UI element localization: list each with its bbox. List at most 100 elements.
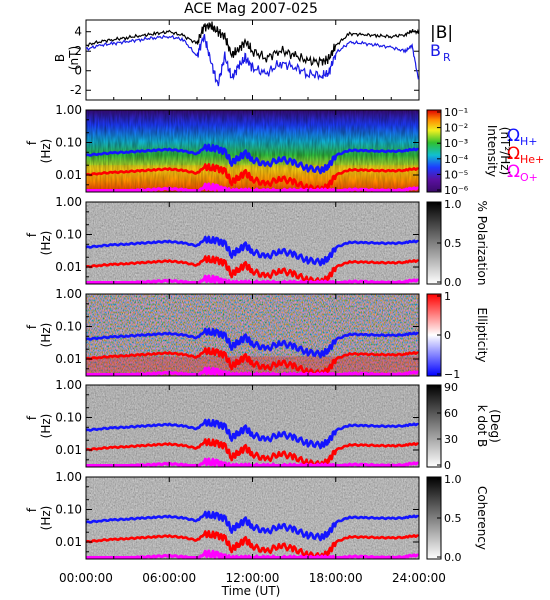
- omega-o-plus-line: [85, 549, 420, 559]
- colorbar-tick-label: 30: [444, 433, 458, 446]
- omega-h-plus-line: [85, 510, 420, 542]
- legend-omega-h-subscript: H+: [520, 135, 538, 148]
- legend-omega-h: Ω: [507, 126, 520, 146]
- colorbar-label: Ellipticity: [475, 308, 489, 363]
- panel-power-spectrum: 1.00 0.10 0.01 f (Hz) 10⁻¹ 10⁻² 10⁻³ 10⁻⁴ 10⁻⁵ 10⁻…: [25, 103, 512, 197]
- omega-o-plus-line: [85, 182, 420, 192]
- y-tick-label: 1.00: [55, 103, 82, 117]
- colorbar-label: Intensity: [485, 125, 499, 177]
- omega-h-plus-line: [85, 235, 420, 267]
- panel-ellipticity: 1.00 0.10 0.01 f (Hz) 1 0 −1 Ellipticity: [25, 287, 489, 381]
- colorbar-tick-label: 0.0: [444, 551, 462, 564]
- colorbar-tick-label: 10⁻²: [444, 122, 468, 135]
- omega-o-plus-line: [85, 457, 420, 467]
- legend-omega-he: Ω: [507, 144, 520, 164]
- colorbar-tick-label: 1.0: [444, 473, 462, 486]
- omega-o-plus-line: [85, 366, 420, 376]
- y-axis-unit: (Hz): [39, 139, 53, 164]
- colorbar-tick-label: 10⁻⁴: [444, 153, 469, 166]
- y-tick-label: 1.00: [55, 378, 82, 392]
- colorbar-tick-label: 10⁻³: [444, 137, 468, 150]
- y-axis-label: f: [25, 232, 39, 237]
- panel-magnetic-field: -2 0 2 4 B (nT): [53, 19, 420, 101]
- colorbar-tick-label: 1: [444, 290, 451, 303]
- colorbar-label: k dot B: [475, 405, 489, 447]
- y-tick-label: 0.10: [55, 228, 82, 242]
- y-tick-label: 1.00: [55, 470, 82, 484]
- colorbar-tick-label: 10⁻⁶: [444, 184, 469, 197]
- b-total-line: [85, 21, 419, 69]
- colorbar-tick-label: 0: [444, 459, 451, 472]
- colorbar-tick-label: 10⁻¹: [444, 106, 468, 119]
- x-tick-label: 12:00:00: [226, 571, 280, 585]
- legend-b-r: B: [430, 41, 441, 60]
- y-axis-unit: (Hz): [39, 506, 53, 531]
- omega-h-plus-line: [85, 327, 420, 359]
- y-axis-label: f: [25, 140, 39, 145]
- y-tick-label: 0.01: [55, 443, 82, 457]
- colorbar-unit: (Deg): [488, 409, 502, 443]
- y-tick-label: 0.01: [55, 535, 82, 549]
- figure-title: ACE Mag 2007-025: [184, 1, 318, 17]
- panel-frame: [85, 19, 420, 101]
- legend-omega-o: Ω: [507, 162, 520, 182]
- legend-omega-o-subscript: O+: [520, 171, 538, 184]
- series-lines: [85, 21, 419, 87]
- y-tick-label: 0.10: [55, 136, 82, 150]
- panel-polarization: 1.00 0.10 0.01 f (Hz) 1.0 0.5 0.0 % Polarization: [25, 195, 489, 289]
- omega-he-plus-line: [85, 530, 420, 559]
- x-tick-label: 24:00:00: [392, 571, 446, 585]
- omega-he-plus-line: [85, 163, 420, 192]
- legend-omega-he-subscript: He+: [520, 153, 544, 166]
- y-tick-label: 1.00: [55, 287, 82, 301]
- y-tick-label: 0.01: [55, 260, 82, 274]
- colorbar-tick-label: 60: [444, 407, 458, 420]
- omega-h-plus-line: [85, 143, 420, 175]
- x-axis-label: Time (UT): [221, 584, 281, 598]
- colorbar: [426, 109, 442, 193]
- colorbar-tick-label: 10⁻⁵: [444, 168, 468, 181]
- colorbar-tick-label: −1: [444, 368, 460, 381]
- colorbar-tick-label: 0.5: [444, 237, 462, 250]
- colorbar-tick-label: 0.0: [444, 276, 462, 289]
- y-tick-label: 2: [74, 44, 82, 58]
- y-tick-label: 1.00: [55, 195, 82, 209]
- x-tick-label: 06:00:00: [142, 571, 196, 585]
- y-tick-label: 0.10: [55, 411, 82, 425]
- omega-h-plus-line: [85, 418, 420, 450]
- panel-wave-normal-angle: 1.00 0.10 0.01 f (Hz) 90 60 30 0 k dot B (Deg): [25, 378, 502, 472]
- legend-b-total: |B|: [430, 23, 453, 43]
- y-tick-label: 0: [74, 64, 82, 78]
- y-axis-unit: (Hz): [39, 231, 53, 256]
- omega-o-plus-line: [85, 274, 420, 284]
- y-tick-label: 4: [74, 25, 82, 39]
- y-tick-label: -2: [70, 83, 82, 97]
- x-tick-label: 00:00:00: [59, 571, 113, 585]
- colorbar-tick-label: 0: [444, 329, 451, 342]
- x-axis: 00:00:00 06:00:00 12:00:00 18:00:00 24:00:00: [59, 20, 446, 585]
- y-tick-label: 0.01: [55, 352, 82, 366]
- legend-b-r-subscript: R: [443, 51, 451, 64]
- colorbar-tick-label: 1.0: [444, 198, 462, 211]
- y-axis-label: f: [25, 415, 39, 420]
- y-axis-label: B: [53, 54, 67, 62]
- heatmap-panels: 1.000.100.01f (Hz)10⁻¹10⁻²10⁻³10⁻⁴10⁻⁵10⁻…: [25, 103, 512, 564]
- colorbar-tick-label: 0.5: [444, 512, 462, 525]
- omega-he-plus-line: [85, 438, 420, 467]
- y-axis-label: f: [25, 507, 39, 512]
- y-axis-label: f: [25, 324, 39, 329]
- y-axis-unit: (Hz): [39, 323, 53, 348]
- omega-he-plus-line: [85, 347, 420, 376]
- colorbar-tick-label: 90: [444, 381, 458, 394]
- b-r-line: [85, 34, 419, 87]
- y-axis-unit: (Hz): [39, 414, 53, 439]
- y-tick-label: 0.01: [55, 168, 82, 182]
- y-tick-label: 0.10: [55, 320, 82, 334]
- colorbar-label: Coherency: [475, 486, 489, 550]
- colorbar-label: % Polarization: [475, 201, 489, 286]
- colorbar: [426, 384, 442, 468]
- y-tick-label: 0.10: [55, 503, 82, 517]
- y-axis-unit: (nT): [67, 46, 81, 70]
- panel-coherency: 1.00 0.10 0.01 f (Hz) 1.0 0.5 0.0 Coherency: [25, 470, 489, 564]
